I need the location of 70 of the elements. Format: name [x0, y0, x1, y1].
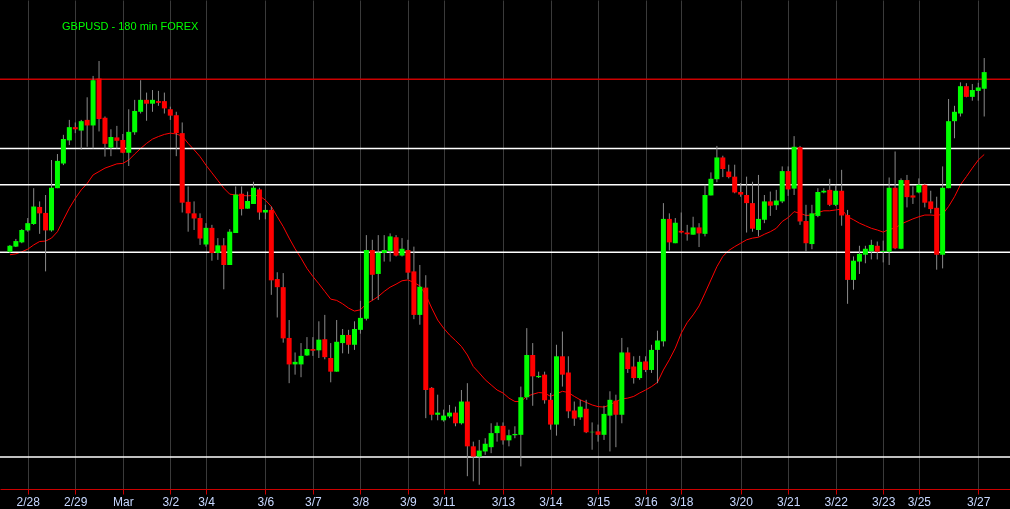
candlestick: [37, 200, 43, 235]
candlestick: [672, 217, 678, 244]
candlestick: [654, 330, 660, 384]
candlestick: [744, 176, 750, 234]
candlestick: [126, 108, 132, 167]
candlestick: [494, 421, 500, 443]
candlestick: [690, 216, 696, 236]
candlestick: [767, 191, 773, 217]
candlestick: [328, 342, 334, 383]
x-tick-label: 3/2: [162, 494, 180, 509]
candlestick: [221, 237, 227, 290]
x-tick-label: 3/9: [400, 494, 418, 509]
x-tick-label: 3/7: [305, 494, 323, 509]
candlestick: [732, 164, 738, 194]
candlestick: [476, 439, 482, 486]
candlestick: [144, 92, 150, 122]
candlestick: [696, 222, 702, 248]
x-tick-label: Mar: [112, 494, 134, 509]
candlestick: [150, 89, 156, 113]
candlestick: [239, 185, 245, 216]
candlestick: [375, 234, 381, 301]
candlestick: [435, 394, 441, 421]
candlestick: [322, 314, 328, 360]
candlestick: [304, 336, 310, 357]
candlestick: [452, 406, 458, 427]
candlestick: [714, 145, 720, 183]
x-tick-label: 3/18: [670, 494, 694, 509]
candlestick: [827, 178, 833, 207]
x-tick-label: 3/4: [198, 494, 216, 509]
candlestick: [833, 184, 839, 207]
candlestick: [649, 344, 655, 374]
x-tick-label: 3/16: [634, 494, 659, 509]
candlestick: [346, 329, 352, 355]
candlestick: [191, 200, 197, 231]
candlestick: [916, 177, 922, 194]
x-tick-label: 3/21: [776, 494, 801, 509]
candlestick: [108, 128, 114, 157]
x-tick-label: 3/15: [586, 494, 611, 509]
chart-title: GBPUSD - 180 min FOREX: [62, 20, 199, 32]
x-tick-label: 3/20: [729, 494, 754, 509]
candlestick: [500, 421, 506, 446]
x-tick-label: 3/23: [872, 494, 896, 509]
x-tick-label: 3/13: [491, 494, 516, 509]
candlestick: [316, 320, 322, 359]
candlestick: [78, 119, 84, 151]
candlestick: [506, 429, 512, 447]
candlestick: [595, 424, 601, 443]
candlestick: [215, 237, 221, 261]
candlestick: [470, 441, 476, 482]
candlestick: [310, 336, 316, 357]
candlestick: [203, 222, 209, 248]
x-tick-label: 3/27: [967, 494, 991, 509]
x-tick-label: 3/22: [824, 494, 849, 509]
candlestick: [256, 187, 262, 221]
candlestick: [43, 194, 49, 272]
candlestick: [197, 212, 203, 246]
x-tick-label: 2/29: [64, 494, 88, 509]
x-tick-label: 2/28: [16, 494, 41, 509]
x-tick-label: 3/25: [907, 494, 932, 509]
x-tick-label: 3/11: [432, 494, 456, 509]
candlestick: [577, 399, 583, 421]
x-tick-label: 3/6: [257, 494, 275, 509]
candlestick: [666, 212, 672, 251]
candlestick: [637, 355, 643, 381]
candlestick: [720, 155, 726, 178]
x-tick-label: 3/14: [539, 494, 564, 509]
candlestick: [458, 389, 464, 426]
x-tick-label: 3/8: [352, 494, 370, 509]
candlestick: [803, 204, 809, 253]
candlestick: [785, 165, 791, 197]
